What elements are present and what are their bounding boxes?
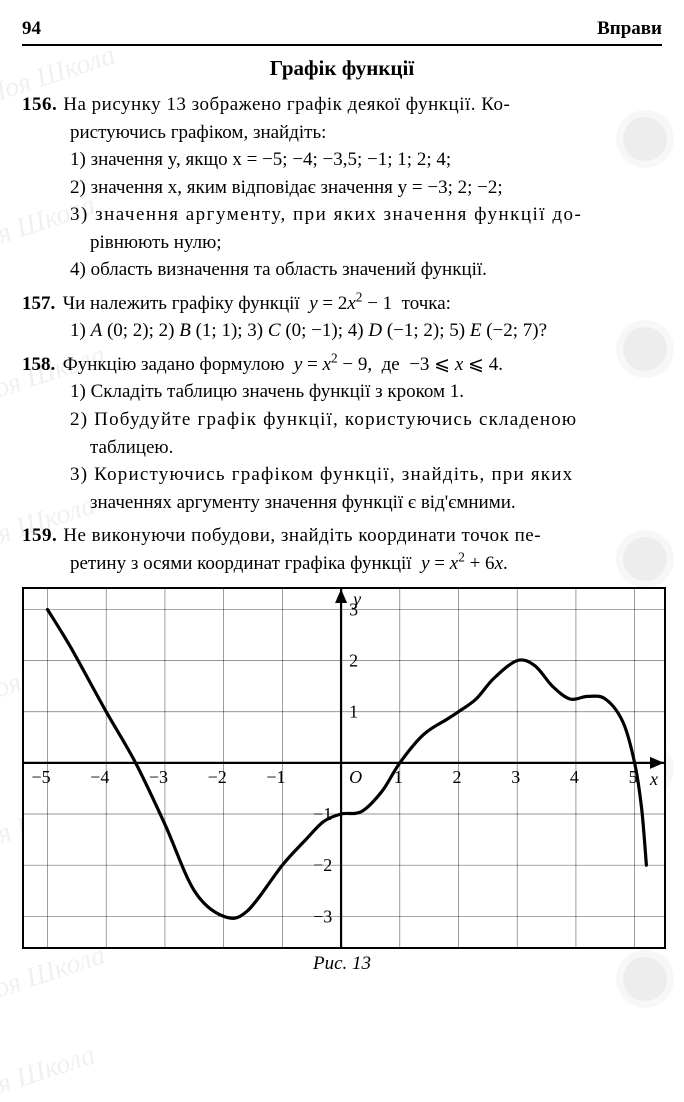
problem-number: 157. xyxy=(22,290,58,318)
figure-caption: Рис. 13 xyxy=(22,953,662,975)
problem-text: ретину з осями координат графіка функції… xyxy=(22,550,662,578)
subitem-cont: рівнюють нулю; xyxy=(22,229,662,257)
svg-text:y: y xyxy=(351,589,361,609)
subitem: 3) Користуючись графіком функції, знайді… xyxy=(22,461,662,489)
svg-text:−3: −3 xyxy=(313,907,332,927)
subitem-cont: значеннях аргументу значення функції є в… xyxy=(22,489,662,517)
svg-text:2: 2 xyxy=(349,651,358,671)
problem-number: 156. xyxy=(22,91,58,119)
graph-svg: −5−4−3−2−112345123−1−2−3Oyx xyxy=(24,589,664,947)
subitem: 1) Складіть таблицю значень функції з кр… xyxy=(22,378,662,406)
svg-text:3: 3 xyxy=(511,767,520,787)
problem-156: 156. На рисунку 13 зображено графік деяк… xyxy=(22,91,662,284)
subitem: 1) A (0; 2); 2) B (1; 1); 3) C (0; −1); … xyxy=(22,317,662,345)
problem-158: 158. Функцію задано формулою y = x2 − 9,… xyxy=(22,351,662,516)
subitem: 2) значення x, яким відповідає значення … xyxy=(22,174,662,202)
subitem: 1) значення y, якщо x = −5; −4; −3,5; −1… xyxy=(22,146,662,174)
subitem: 4) область визначення та область значени… xyxy=(22,256,662,284)
svg-text:2: 2 xyxy=(452,767,461,787)
problem-number: 158. xyxy=(22,351,58,379)
svg-text:−4: −4 xyxy=(90,767,109,787)
subitem-cont: таблицею. xyxy=(22,434,662,462)
problem-text: Функцію задано формулою y = x2 − 9, де −… xyxy=(63,354,503,375)
header-rule xyxy=(22,44,662,46)
subitem: 2) Побудуйте графік функції, користуючис… xyxy=(22,406,662,434)
page-number: 94 xyxy=(22,18,41,40)
section-title: Графік функції xyxy=(22,56,662,81)
svg-text:4: 4 xyxy=(570,767,579,787)
svg-text:O: O xyxy=(349,767,362,787)
problem-number: 159. xyxy=(22,522,58,550)
problem-text: Не виконуючи побудови, знайдіть координа… xyxy=(63,525,541,546)
svg-text:−1: −1 xyxy=(266,767,285,787)
svg-text:−2: −2 xyxy=(313,855,332,875)
svg-text:1: 1 xyxy=(349,702,358,722)
header-section: Вправи xyxy=(597,18,662,40)
figure-13-graph: −5−4−3−2−112345123−1−2−3Oyx xyxy=(22,587,666,949)
svg-text:−5: −5 xyxy=(31,767,50,787)
problem-text: ристуючись графіком, знайдіть: xyxy=(22,119,662,147)
svg-text:x: x xyxy=(649,769,658,789)
problem-159: 159. Не виконуючи побудови, знайдіть коо… xyxy=(22,522,662,577)
problem-157: 157. Чи належить графіку функції y = 2x2… xyxy=(22,290,662,345)
svg-text:−3: −3 xyxy=(149,767,168,787)
subitem: 3) значення аргументу, при яких значення… xyxy=(22,201,662,229)
problem-text: Чи належить графіку функції y = 2x2 − 1 … xyxy=(63,293,451,314)
problem-text: На рисунку 13 зображено графік деякої фу… xyxy=(63,94,510,115)
svg-text:−2: −2 xyxy=(208,767,227,787)
